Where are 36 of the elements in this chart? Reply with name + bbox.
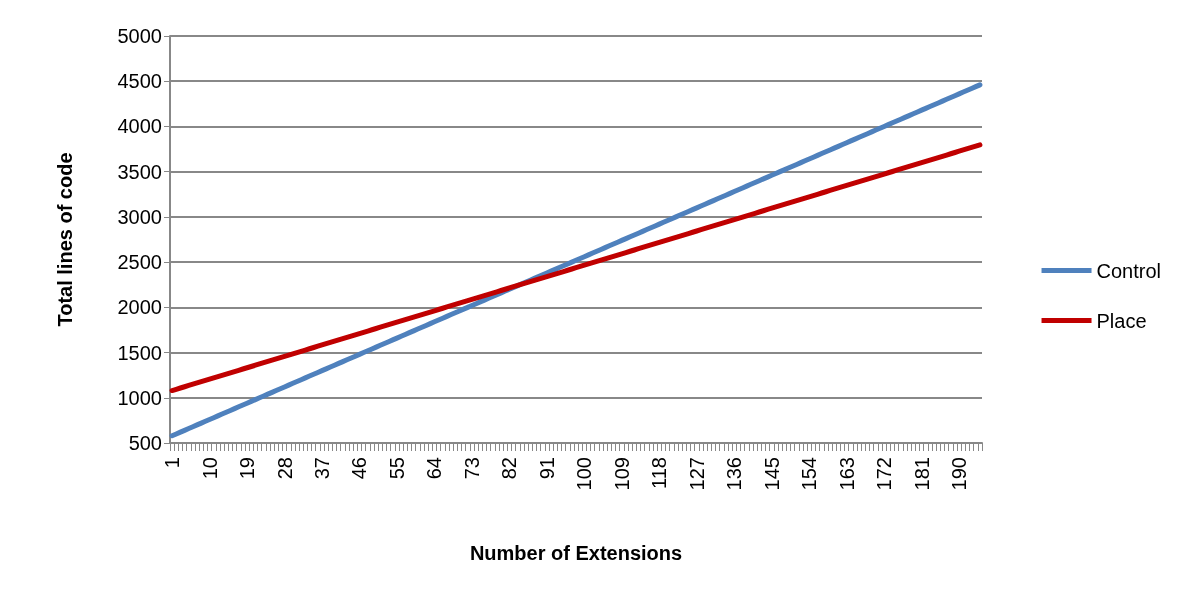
y-tick-label: 2500: [117, 251, 162, 274]
x-tick-label: 37: [310, 457, 333, 480]
x-tick-label: 190: [948, 457, 971, 491]
x-tick-label: 55: [385, 457, 408, 480]
x-tick-label: 145: [760, 457, 783, 491]
y-tick-label: 500: [128, 432, 162, 454]
y-tick-label: 3500: [117, 160, 162, 183]
x-tick-label: 118: [648, 457, 671, 489]
y-tick-label: 1500: [117, 341, 162, 364]
x-tick-label: 28: [273, 457, 296, 480]
y-tick-label: 2000: [117, 296, 162, 319]
y-tick-label: 5000: [117, 25, 162, 47]
x-tick-label: 82: [498, 457, 521, 480]
x-tick-label: 172: [873, 457, 896, 491]
x-tick-label: 163: [835, 457, 858, 491]
x-tick-label: 64: [423, 457, 446, 480]
x-tick-label: 73: [460, 457, 483, 480]
y-tick-label: 3000: [117, 205, 162, 228]
x-tick-label: 154: [798, 457, 821, 491]
x-tick-label: 109: [610, 457, 633, 491]
x-tick-label: 136: [723, 457, 746, 491]
x-tick-label: 91: [535, 457, 558, 480]
x-tick-label: 10: [198, 457, 221, 480]
y-axis-title: Total lines of code: [54, 152, 76, 327]
y-tick-label: 4000: [117, 115, 162, 138]
y-tick-label: 1000: [117, 386, 162, 409]
x-tick-label: 46: [348, 457, 371, 480]
legend-label: Place: [1096, 309, 1147, 332]
y-tick-label: 4500: [117, 70, 162, 93]
x-tick-label: 1: [161, 457, 184, 469]
legend-label: Control: [1096, 259, 1162, 282]
x-tick-label: 19: [236, 457, 259, 480]
x-tick-label: 100: [573, 457, 596, 491]
x-axis-title: Number of Extensions: [469, 542, 683, 564]
x-tick-label: 181: [910, 457, 933, 491]
x-tick-label: 127: [685, 457, 708, 491]
